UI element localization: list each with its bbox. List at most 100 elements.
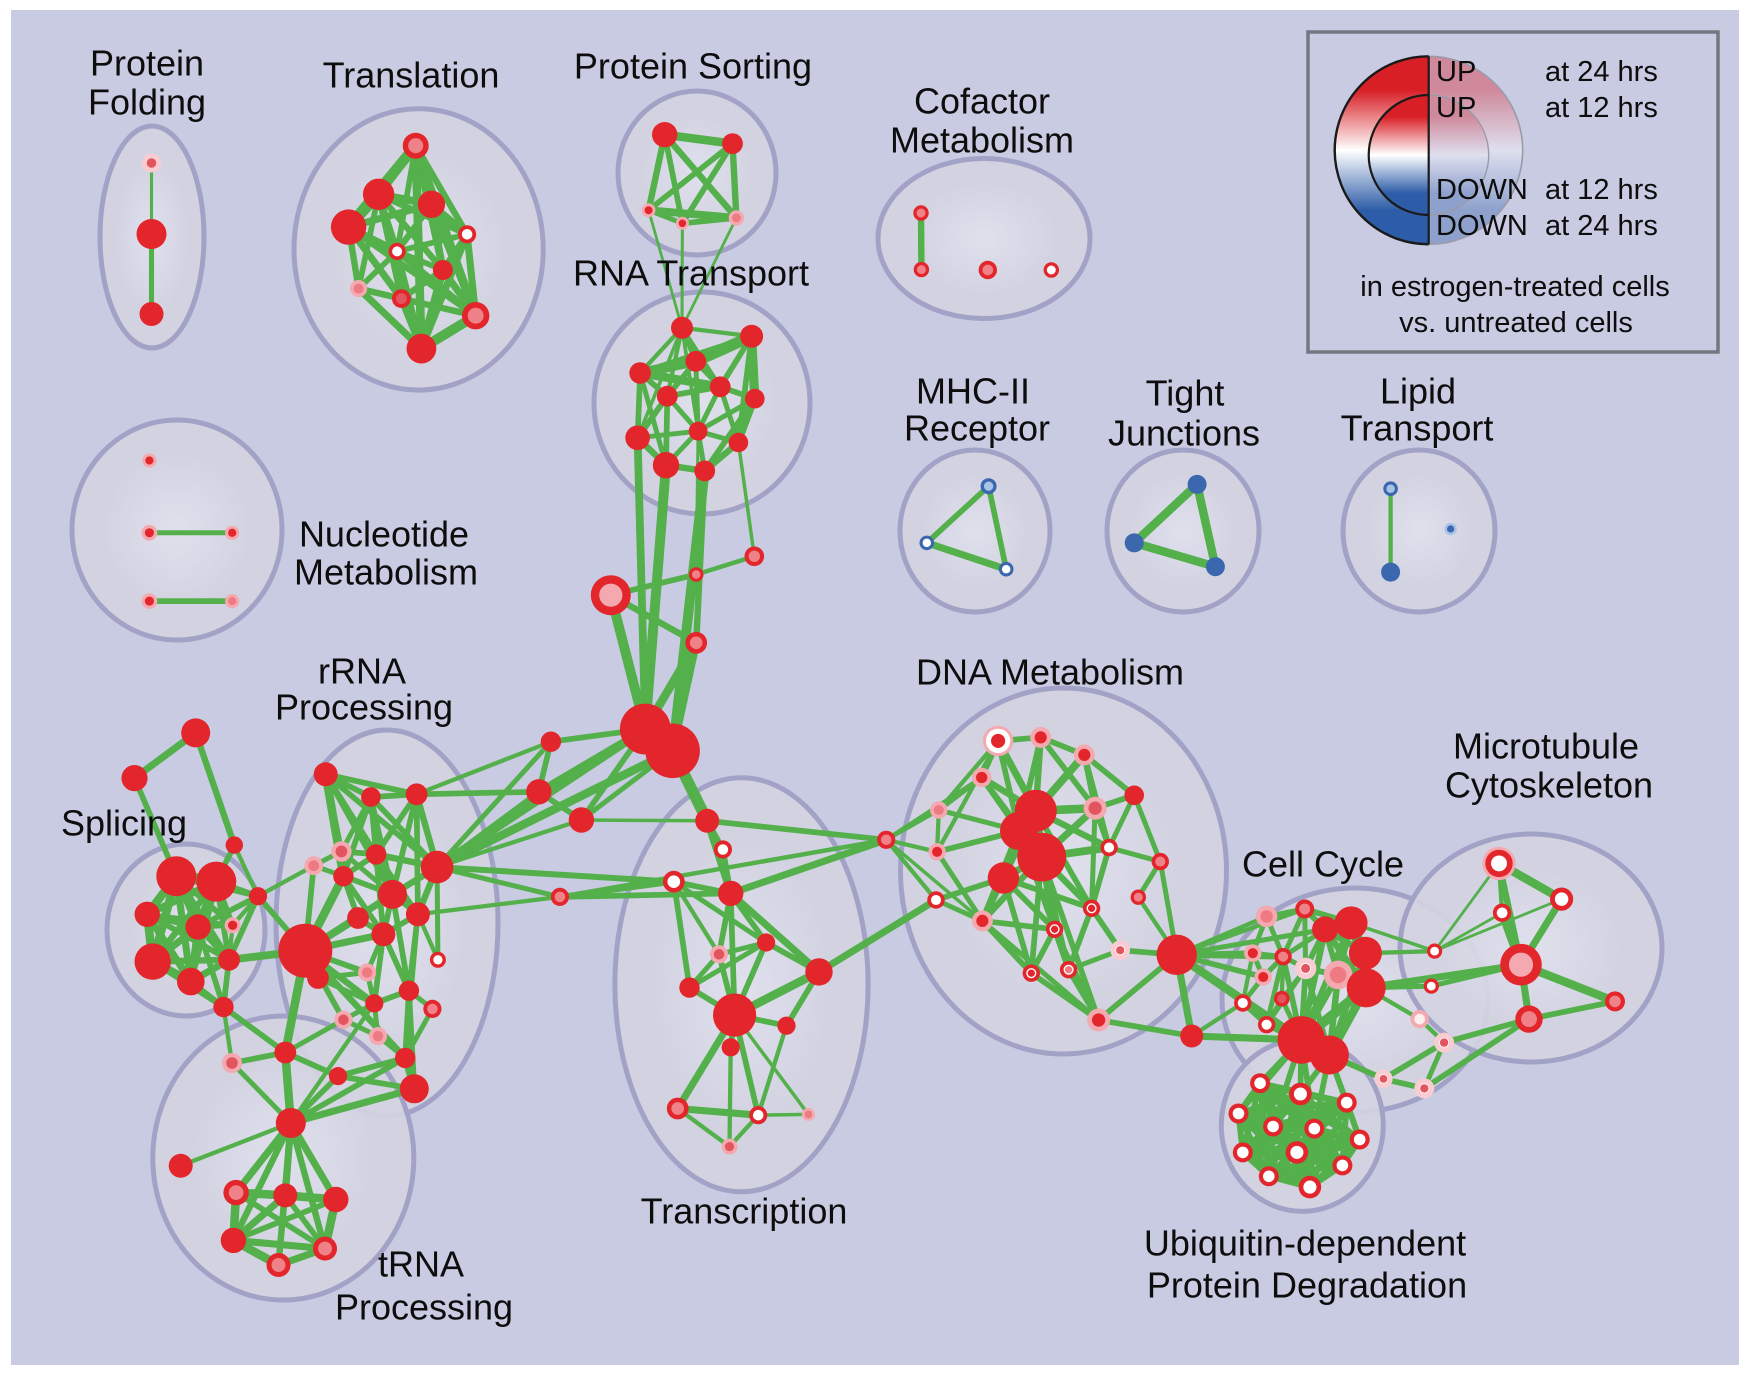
- node-tc13: [749, 1106, 767, 1124]
- node-rt6: [657, 386, 678, 407]
- node-tc8: [679, 977, 699, 997]
- legend-direction-3: DOWN: [1436, 174, 1528, 206]
- node-x2: [1424, 979, 1439, 994]
- node-ub3: [1337, 1093, 1357, 1113]
- node-rrP: [365, 994, 383, 1012]
- node-ub6: [1304, 1119, 1324, 1139]
- node-rt2: [740, 325, 763, 348]
- edge-ps2-ps5: [733, 144, 737, 218]
- edge-rt3-rt8: [696, 361, 698, 431]
- node-tj1: [1188, 475, 1207, 494]
- node-nm2: [142, 525, 158, 541]
- node-spA: [181, 718, 210, 747]
- node-ub2: [1289, 1083, 1312, 1106]
- node-nm1: [142, 453, 156, 467]
- node-sp6: [249, 887, 267, 905]
- node-pf2: [137, 219, 167, 249]
- cluster-ellipse-mhc-ii-receptor: [900, 450, 1050, 612]
- node-dm16: [1131, 890, 1146, 905]
- legend-caption-line1: in estrogen-treated cells: [1360, 271, 1670, 303]
- cluster-label-microtubule-cytoskeleton-line1: Microtubule: [1453, 726, 1639, 767]
- node-rrI: [378, 880, 407, 909]
- cluster-label-rrna-processing-line2: Processing: [275, 687, 453, 728]
- cluster-label-cell-cycle-line1: Cell Cycle: [1242, 844, 1404, 885]
- node-lt1: [1383, 481, 1398, 496]
- node-cs6: [526, 779, 551, 804]
- node-cf3: [979, 261, 997, 279]
- node-tnL: [169, 1154, 193, 1178]
- node-dm24: [1180, 1025, 1203, 1048]
- node-x4: [1434, 1033, 1454, 1053]
- cluster-ellipse-nucleotide-metabolism: [72, 420, 282, 640]
- node-dm21: [1023, 965, 1040, 982]
- node-tr10: [462, 302, 489, 329]
- node-rt11: [653, 452, 679, 478]
- node-cc3: [1312, 916, 1338, 942]
- node-tc1: [695, 809, 719, 833]
- cluster-ellipse-cofactor-metabolism: [878, 159, 1090, 319]
- cluster-label-protein-folding-line2: Folding: [88, 82, 206, 123]
- node-rrE: [304, 856, 323, 875]
- node-dm22: [1060, 961, 1077, 978]
- node-rt4: [629, 362, 651, 384]
- node-mh3: [999, 562, 1014, 577]
- node-cs3: [745, 547, 765, 567]
- node-tc3: [663, 871, 685, 893]
- node-ub8: [1233, 1142, 1253, 1162]
- node-tc11: [722, 1038, 740, 1056]
- node-dm20: [1110, 940, 1130, 960]
- node-rt12: [694, 461, 715, 482]
- node-dm17: [972, 910, 993, 931]
- node-tn1: [223, 1180, 248, 1205]
- node-tc10: [777, 1017, 795, 1035]
- node-tc6: [710, 945, 728, 963]
- edge-rt8-cs2: [696, 431, 698, 574]
- node-dm13: [1100, 839, 1117, 856]
- node-cc1: [1256, 906, 1278, 928]
- edge-cs6-rrC: [417, 792, 539, 795]
- legend-time-1: at 24 hrs: [1545, 56, 1658, 88]
- node-rrF: [366, 844, 386, 864]
- node-rrM: [430, 952, 446, 968]
- node-rrU: [395, 1048, 415, 1068]
- node-dm18: [1083, 900, 1100, 917]
- cluster-label-trna-processing-line1: tRNA: [378, 1244, 464, 1285]
- edge-tc11-tc15: [730, 1047, 731, 1146]
- node-rrA: [314, 762, 338, 786]
- legend-direction-4: DOWN: [1436, 210, 1528, 242]
- node-dm11: [988, 862, 1019, 893]
- node-tn5: [313, 1237, 337, 1261]
- node-rt10: [729, 433, 749, 453]
- node-rrN: [358, 963, 376, 981]
- node-cc7: [1295, 958, 1317, 980]
- node-tc12: [667, 1098, 689, 1120]
- cluster-ellipse-lipid-transport: [1343, 450, 1495, 612]
- node-cs7: [569, 807, 594, 832]
- node-cc9: [1349, 937, 1382, 970]
- node-nm3: [225, 526, 239, 540]
- node-ub10: [1332, 1155, 1352, 1175]
- cluster-label-dna-metabolism-line1: DNA Metabolism: [916, 652, 1184, 693]
- legend-time-2: at 12 hrs: [1545, 92, 1658, 124]
- node-cc12: [1234, 994, 1251, 1011]
- node-mc4: [1500, 944, 1542, 986]
- node-tc9: [713, 994, 756, 1037]
- cluster-label-mhc-ii-receptor-line2: Receptor: [904, 408, 1050, 449]
- node-rrK: [406, 902, 430, 926]
- node-mh1: [981, 478, 997, 494]
- node-rt7: [745, 389, 765, 409]
- node-ub11: [1259, 1166, 1279, 1186]
- node-rt1: [671, 317, 693, 339]
- node-dm5: [930, 801, 947, 818]
- node-cc6: [1274, 948, 1291, 965]
- node-rrB: [361, 787, 381, 807]
- node-cs1: [591, 575, 631, 615]
- node-lt3: [1381, 563, 1400, 582]
- node-ub5: [1263, 1117, 1283, 1137]
- cluster-label-protein-sorting-line1: Protein Sorting: [574, 46, 812, 87]
- node-cc5: [1244, 945, 1261, 962]
- node-dm7: [1124, 786, 1144, 806]
- node-rrT: [423, 1000, 441, 1018]
- node-dm4: [972, 768, 992, 788]
